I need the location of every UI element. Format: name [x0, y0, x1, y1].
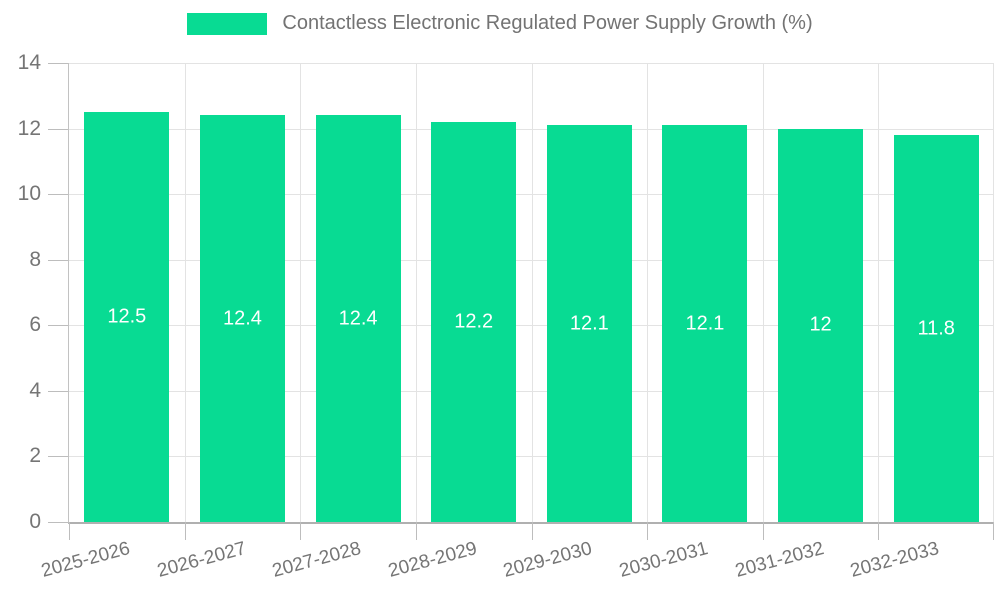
x-gridline [300, 63, 302, 522]
x-axis-tick [415, 522, 417, 540]
x-axis-tick [531, 522, 533, 540]
chart-title: Contactless Electronic Regulated Power S… [282, 12, 813, 34]
plot-area: 0 2 4 6 8 10 12 14 12.5 2025-2026 12.4 2026-2027 12.… [18, 51, 994, 582]
x-axis-tick [184, 522, 186, 540]
y-axis-tick [48, 325, 68, 327]
y-axis-tick [48, 63, 68, 64]
x-gridline [878, 63, 880, 522]
x-axis-tick [878, 522, 880, 540]
x-axis-tick [993, 522, 994, 540]
legend[interactable]: Contactless Electronic Regulated Power S… [0, 12, 1000, 35]
x-axis-category-label: 2031-2032 [732, 538, 826, 582]
y-axis-tick [48, 456, 68, 458]
x-gridline [415, 63, 417, 522]
bar-value-label: 12.1 [685, 312, 725, 335]
y-axis-tick-label: 12 [17, 116, 41, 140]
x-gridline [993, 63, 994, 522]
y-axis-tick [48, 128, 68, 130]
bar[interactable] [546, 125, 632, 522]
x-gridline [762, 63, 764, 522]
y-axis-tick [48, 390, 68, 392]
x-axis-category-label: 2028-2029 [385, 538, 480, 582]
x-gridline [647, 63, 649, 522]
x-gridline [531, 63, 533, 522]
y-axis-tick [48, 259, 68, 261]
y-axis-tick-label: 4 [29, 378, 41, 402]
y-axis-tick-label: 10 [17, 182, 41, 206]
x-axis-category-label: 2030-2031 [617, 538, 711, 582]
y-axis-tick [48, 522, 68, 523]
bar[interactable] [431, 122, 517, 522]
bar[interactable] [315, 115, 401, 522]
y-axis-tick-label: 14 [17, 51, 41, 74]
x-axis-tick [647, 522, 649, 540]
x-axis-tick [762, 522, 764, 540]
bar[interactable] [84, 112, 170, 522]
bar-value-label: 12.4 [338, 307, 378, 330]
bar-value-label: 12 [809, 313, 832, 336]
bar-value-label: 12.2 [454, 310, 494, 333]
bar[interactable] [662, 125, 748, 522]
y-axis-tick [48, 194, 68, 196]
y-axis-tick-label: 0 [29, 510, 41, 533]
x-axis-tick [69, 522, 70, 540]
y-axis-tick-label: 8 [29, 247, 41, 271]
x-axis-category-label: 2027-2028 [270, 538, 364, 582]
y-axis-tick-label: 2 [29, 444, 41, 468]
legend-swatch [187, 12, 268, 35]
x-axis-category-label: 2026-2027 [154, 538, 248, 582]
y-axis-tick-label: 6 [29, 313, 41, 337]
x-axis-tick [300, 522, 302, 540]
bar[interactable] [778, 128, 864, 522]
x-axis-category-label: 2025-2026 [39, 538, 133, 582]
bar[interactable] [893, 135, 979, 522]
bar[interactable] [199, 115, 285, 522]
bar-value-label: 12.1 [569, 312, 609, 335]
bar-value-label: 12.5 [107, 305, 147, 328]
x-axis-category-label: 2032-2033 [848, 538, 942, 582]
bar-value-label: 11.8 [917, 317, 955, 340]
bar-value-label: 12.4 [222, 307, 262, 330]
x-axis-category-label: 2029-2030 [501, 538, 595, 582]
x-gridline [184, 63, 186, 522]
